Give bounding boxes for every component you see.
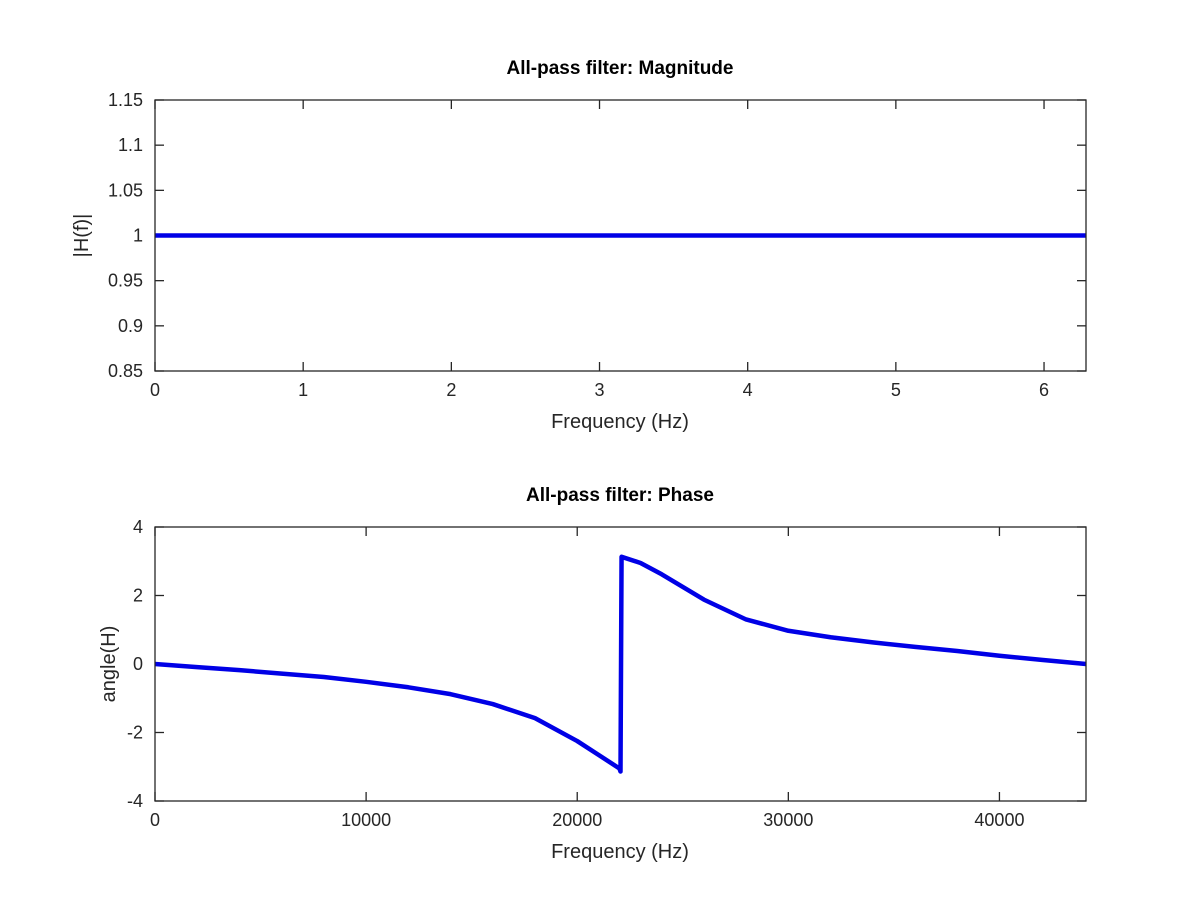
phase-y-tick-label: -4 (127, 791, 143, 811)
magnitude-x-tick-label: 0 (150, 380, 160, 400)
magnitude-x-tick-label: 1 (298, 380, 308, 400)
magnitude-y-tick-label: 1.05 (108, 180, 143, 200)
magnitude-x-axis-label: Frequency (Hz) (551, 411, 689, 433)
magnitude-y-tick-label: 0.85 (108, 361, 143, 381)
phase-x-tick-label: 20000 (552, 810, 602, 830)
phase-axes-box (154, 526, 1087, 802)
phase-x-axis-label: Frequency (Hz) (551, 841, 689, 863)
magnitude-y-tick-label: 1.1 (118, 135, 143, 155)
magnitude-axes-box (154, 99, 1087, 372)
phase-y-tick-label: 2 (133, 586, 143, 606)
phase-plot: All-pass filter: Phase 0 10000 20000 30000 4… (98, 485, 1087, 863)
phase-plot-title: All-pass filter: Phase (526, 485, 714, 506)
phase-y-axis-label: angle(H) (98, 626, 120, 703)
magnitude-x-tick-label: 3 (595, 380, 605, 400)
magnitude-y-tick-label: 0.9 (118, 316, 143, 336)
magnitude-y-ticks: 0.85 0.9 0.95 1 1.05 1.1 1.15 (108, 90, 1086, 381)
phase-y-tick-label: 4 (133, 517, 143, 537)
phase-x-tick-label: 30000 (763, 810, 813, 830)
magnitude-y-tick-label: 1 (133, 226, 143, 246)
magnitude-y-tick-label: 1.15 (108, 90, 143, 110)
magnitude-y-tick-label: 0.95 (108, 271, 143, 291)
phase-series-group (154, 554, 1087, 774)
magnitude-y-axis-label: |H(f)| (71, 214, 93, 258)
magnitude-x-ticks: 0 1 2 3 4 5 6 (150, 100, 1049, 400)
phase-series-line (154, 554, 1087, 774)
phase-x-tick-label: 0 (150, 810, 160, 830)
phase-x-tick-label: 40000 (974, 810, 1024, 830)
magnitude-x-tick-label: 2 (446, 380, 456, 400)
phase-x-tick-label: 10000 (341, 810, 391, 830)
magnitude-x-tick-label: 6 (1039, 380, 1049, 400)
magnitude-x-tick-label: 5 (891, 380, 901, 400)
magnitude-plot-title: All-pass filter: Magnitude (507, 58, 734, 79)
phase-x-ticks: 0 10000 20000 30000 40000 (150, 527, 1024, 830)
magnitude-x-tick-label: 4 (743, 380, 753, 400)
phase-y-tick-label: 0 (133, 654, 143, 674)
phase-y-tick-label: -2 (127, 723, 143, 743)
